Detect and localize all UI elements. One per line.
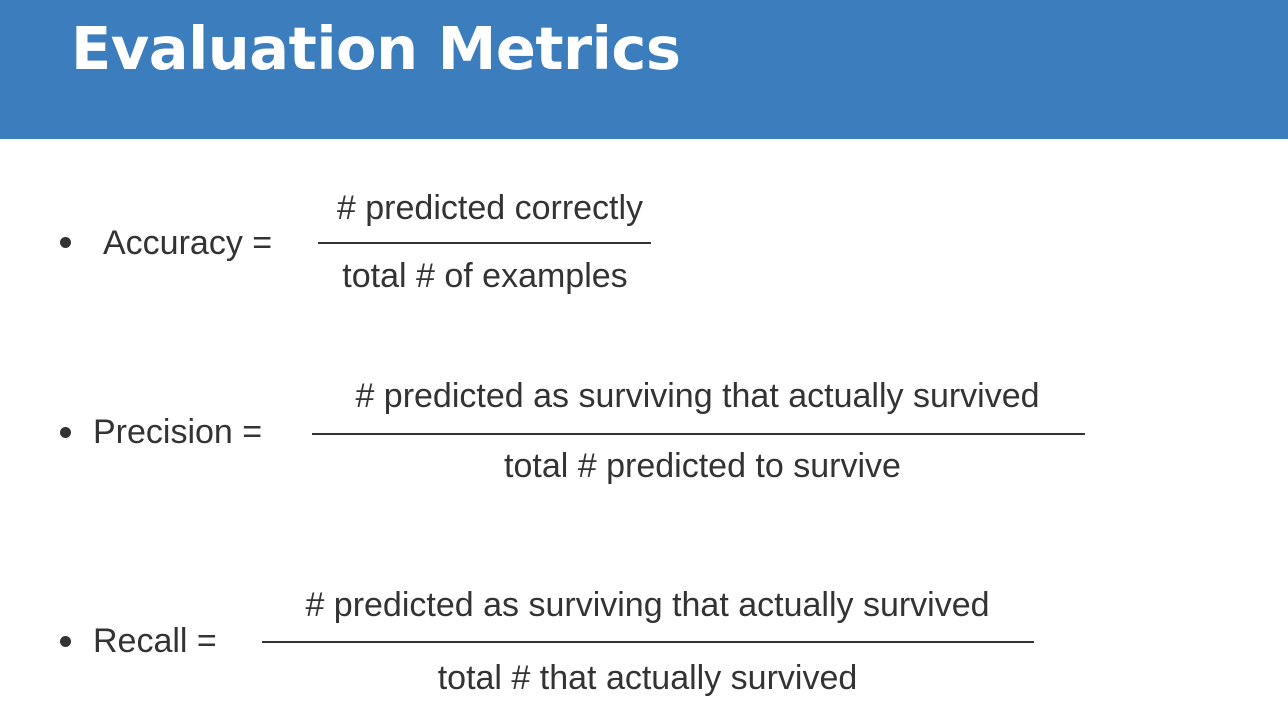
metric-recall: Recall = # predicted as surviving that a…: [0, 577, 1288, 717]
fraction-bar: [318, 242, 651, 244]
bullet-icon: [60, 237, 71, 248]
fraction-bar: [312, 433, 1085, 435]
fraction-denominator: total # that actually survived: [437, 659, 858, 697]
fraction-denominator: total # of examples: [342, 257, 628, 295]
title-bar: Evaluation Metrics: [0, 0, 1288, 139]
fraction-denominator: total # predicted to survive: [504, 447, 901, 485]
metric-label: Recall =: [93, 622, 217, 660]
metric-label: Precision =: [93, 413, 263, 451]
metric-label: Accuracy =: [103, 224, 273, 262]
fraction-numerator: # predicted as surviving that actually s…: [355, 377, 1040, 415]
metric-accuracy: Accuracy = # predicted correctly total #…: [0, 180, 1288, 320]
slide-title: Evaluation Metrics: [71, 14, 681, 83]
metric-precision: Precision = # predicted as surviving tha…: [0, 368, 1288, 508]
fraction-numerator: # predicted as surviving that actually s…: [305, 586, 990, 624]
fraction-bar: [262, 641, 1034, 643]
bullet-icon: [60, 636, 71, 647]
fraction-numerator: # predicted correctly: [336, 189, 644, 227]
bullet-icon: [60, 427, 71, 438]
